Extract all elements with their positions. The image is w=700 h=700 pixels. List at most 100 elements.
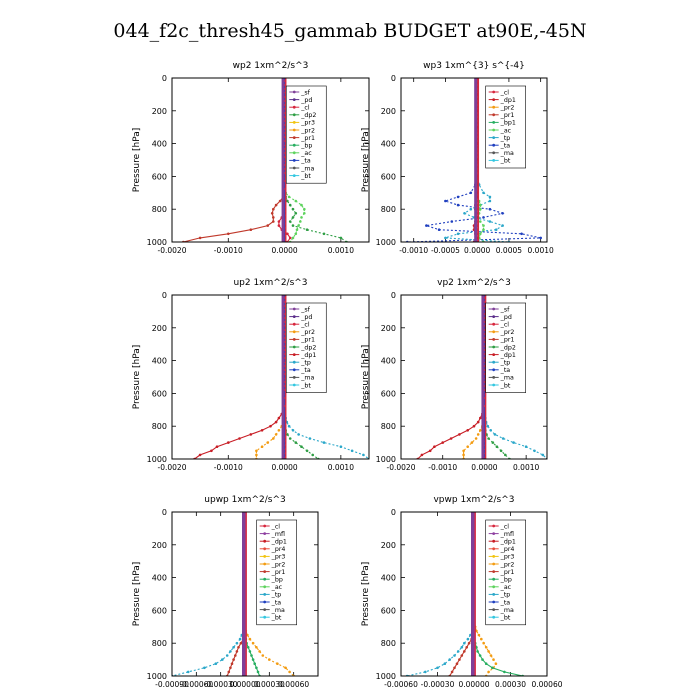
data-point-dp2 [294,441,298,444]
legend-label: _cl [500,89,510,96]
data-point-ac [300,216,303,219]
chart-panel-6: vpwp 1xm^2/s^3 Pressure [hPa] 0 200 400 600 80… [361,495,563,689]
legend-box [485,519,526,626]
data-point-tp [308,437,312,440]
legend-marker [292,174,296,178]
x-tick-label: 0.00060 [531,680,562,689]
legend-marker [492,307,496,311]
data-point-dp2 [288,437,292,440]
data-point-ac [300,203,303,207]
data-point-bp [255,666,258,670]
data-point-dp2 [291,224,295,227]
data-point-dp1 [215,445,219,449]
y-tick-label: 0 [162,291,167,300]
legend-marker [492,615,496,619]
y-axis-label: Pressure [hPa] [361,345,371,410]
data-point-pr1 [467,641,471,645]
legend-marker [492,524,496,528]
legend-label: _pr2 [271,561,286,568]
legend-marker [492,368,496,372]
series-line-tp [406,512,475,676]
legend-label: _cl [500,523,510,530]
data-point-ac [295,228,299,231]
y-tick-label: 1000 [147,238,167,247]
legend: _sf_pd_cl_pr2_pr1_dp2_dp1_tp_ta_ma_bt [485,302,526,393]
data-point-tp [291,429,295,432]
data-point-bp [476,650,479,653]
data-point-tp [512,441,515,444]
data-point-dp1 [269,424,272,428]
legend-marker [292,376,296,379]
data-point-pr2 [466,445,470,449]
legend-label: _pr3 [500,554,515,561]
legend-marker [263,585,267,589]
legend-marker [492,383,496,387]
data-point-cl [277,224,281,227]
legend-marker [492,593,496,596]
legend-label: _dp2 [300,344,316,351]
data-point-dp1 [238,437,241,440]
legend-label: _dp2 [300,112,316,119]
data-point-pr1 [229,666,232,670]
data-point-ac [291,236,295,240]
series-line-dp2 [284,295,319,459]
y-tick-label: 400 [381,574,396,583]
legend-marker [492,539,496,543]
legend-marker [292,113,296,117]
x-tick-label: 0.0005 [496,246,522,255]
data-point-pr2 [476,433,480,436]
legend-label: _ta [500,143,511,150]
data-point-dp2 [322,232,326,236]
data-point-dp2 [305,228,309,231]
y-tick-label: 800 [381,639,396,648]
data-point-ac [479,207,482,211]
data-point-pr2 [484,646,488,649]
data-point-ta [482,216,485,219]
plot-frame [171,77,370,243]
data-point-dp2 [286,199,289,203]
legend-label: _ta [500,599,511,606]
data-point-tp [350,449,354,453]
legend-label: _pr2 [300,329,315,336]
legend-label: _ac [500,584,512,591]
chart-panel-5: upwp 1xm^2/s^3 Pressure [hPa] 0 200 400 600 80… [132,495,319,689]
data-point-pr2 [479,429,482,432]
legend-label: _pd [500,314,512,321]
legend-marker [492,159,496,162]
data-point-ac [294,199,298,203]
legend-label: _ta [271,599,282,606]
data-point-pr1 [227,670,231,674]
data-point-pr1 [234,654,237,657]
data-point-pr2 [268,658,271,661]
data-point-dp2 [288,220,292,223]
data-point-tp [436,666,439,670]
x-tick-label: -0.0020 [158,463,187,472]
legend-label: _ac [271,584,283,591]
data-point-tp [235,641,239,645]
data-point-pr2 [277,429,281,432]
legend-label: _ma [500,375,514,382]
legend-label: _pr1 [300,135,315,142]
series-line-pr2 [255,295,286,459]
legend-marker [292,166,296,170]
legend-marker [492,151,496,155]
legend-marker [292,322,296,326]
chart-title: vpwp 1xm^2/s^3 [433,495,514,505]
data-point-pr1 [453,666,456,670]
data-point-pr2 [474,437,478,440]
legend-label: _bt [300,382,311,389]
legend-label: _tp [500,135,511,142]
data-point-tp [453,654,456,657]
data-point-pr2 [276,662,279,665]
data-point-dp1 [449,437,453,440]
data-point-ta [425,224,428,227]
y-tick-label: 200 [152,324,167,333]
x-tick-label: -0.00090 [155,680,189,689]
legend-marker [292,368,296,372]
plot-frame [400,77,548,243]
x-tick-label: -0.0020 [158,246,187,255]
legend-label: _sf [300,89,310,96]
chart-title: upwp 1xm^2/s^3 [204,495,285,505]
plot-frame [400,294,548,460]
data-point-pr2 [260,445,264,449]
